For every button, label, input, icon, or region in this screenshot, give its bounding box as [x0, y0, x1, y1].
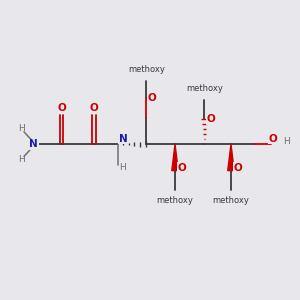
Text: O: O: [269, 134, 278, 144]
Text: O: O: [90, 103, 98, 113]
Text: H: H: [284, 137, 290, 146]
Text: O: O: [57, 103, 66, 113]
Text: H: H: [18, 155, 24, 164]
Text: O: O: [233, 163, 242, 173]
Polygon shape: [172, 144, 178, 171]
Polygon shape: [228, 144, 234, 171]
Text: O: O: [148, 94, 156, 103]
Text: methoxy: methoxy: [129, 65, 166, 74]
Text: H: H: [119, 163, 126, 172]
Text: methoxy: methoxy: [186, 85, 223, 94]
Text: methoxy: methoxy: [157, 196, 194, 205]
Text: N: N: [118, 134, 127, 144]
Text: H: H: [18, 124, 24, 133]
Text: O: O: [177, 163, 186, 173]
Text: methoxy: methoxy: [212, 196, 249, 205]
Text: O: O: [207, 114, 215, 124]
Text: N: N: [29, 139, 38, 149]
